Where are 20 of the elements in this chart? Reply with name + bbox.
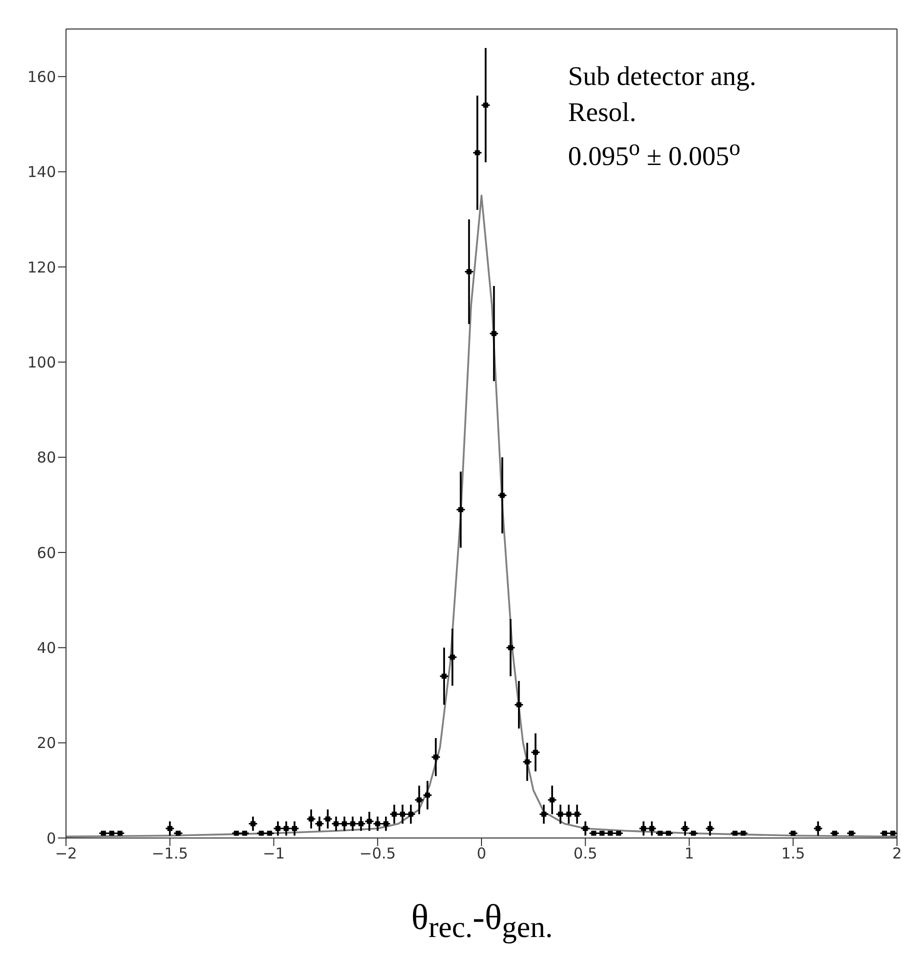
y-tick-label: 120 (27, 258, 56, 276)
x-tick-label: −2 (54, 844, 78, 863)
y-tick-label: 0 (46, 829, 56, 848)
x-tick-label: 1.5 (781, 844, 806, 863)
x-tick-label: −1.5 (152, 844, 188, 863)
x-tick-label: 0 (476, 844, 486, 863)
y-tick-label: 140 (27, 163, 56, 182)
x-tick-label: −0.5 (359, 844, 396, 863)
y-tick-label: 60 (36, 544, 56, 562)
x-tick-label: 2 (892, 844, 902, 863)
y-tick-label: 40 (36, 638, 56, 657)
x-axis-title: θ$_{rec.}$-θ$_{gen.}$ (410, 896, 554, 946)
x-tick-label: 0.5 (573, 844, 598, 863)
y-tick-label: 80 (36, 448, 56, 467)
x-tick-label: 1 (684, 844, 694, 863)
y-tick-label: 160 (27, 68, 56, 86)
y-tick-label: 100 (27, 353, 56, 372)
annotation: Sub detector ang. Resol. 0.095$^{o}$ ± 0.005$^{o}$ (568, 60, 756, 173)
x-tick-label: −1 (262, 844, 285, 863)
y-tick-label: 20 (36, 734, 56, 752)
